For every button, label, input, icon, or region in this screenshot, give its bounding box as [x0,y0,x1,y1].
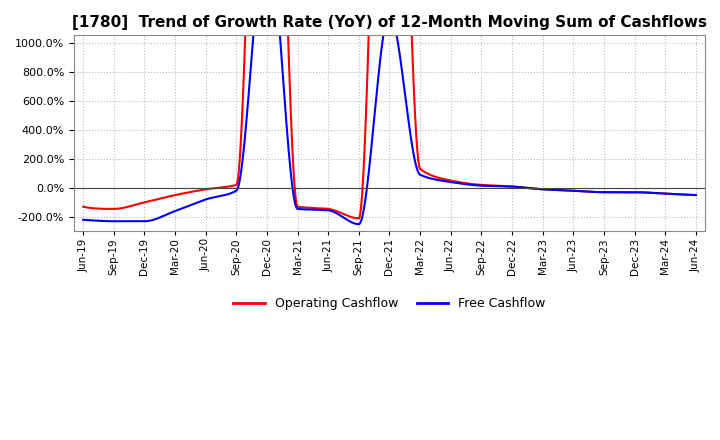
Operating Cashflow [674,192,683,197]
Line: Operating Cashflow: Operating Cashflow [84,0,696,218]
Legend: Operating Cashflow, Free Cashflow: Operating Cashflow, Free Cashflow [228,292,551,315]
Operating Cashflow [562,188,570,193]
Free Cashflow [377,45,386,50]
Free Cashflow [354,221,363,227]
Operating Cashflow [354,216,363,221]
Operating Cashflow [361,126,370,132]
Free Cashflow [562,188,570,193]
Operating Cashflow [675,192,683,197]
Title: [1780]  Trend of Growth Rate (YoY) of 12-Month Moving Sum of Cashflows: [1780] Trend of Growth Rate (YoY) of 12-… [72,15,707,30]
Operating Cashflow [79,204,88,209]
Free Cashflow [675,192,683,197]
Free Cashflow [691,192,700,198]
Free Cashflow [674,192,683,197]
Free Cashflow [361,197,370,202]
Free Cashflow [110,219,119,224]
Operating Cashflow [691,192,700,198]
Line: Free Cashflow: Free Cashflow [84,0,696,224]
Free Cashflow [79,217,88,223]
Operating Cashflow [110,206,119,212]
